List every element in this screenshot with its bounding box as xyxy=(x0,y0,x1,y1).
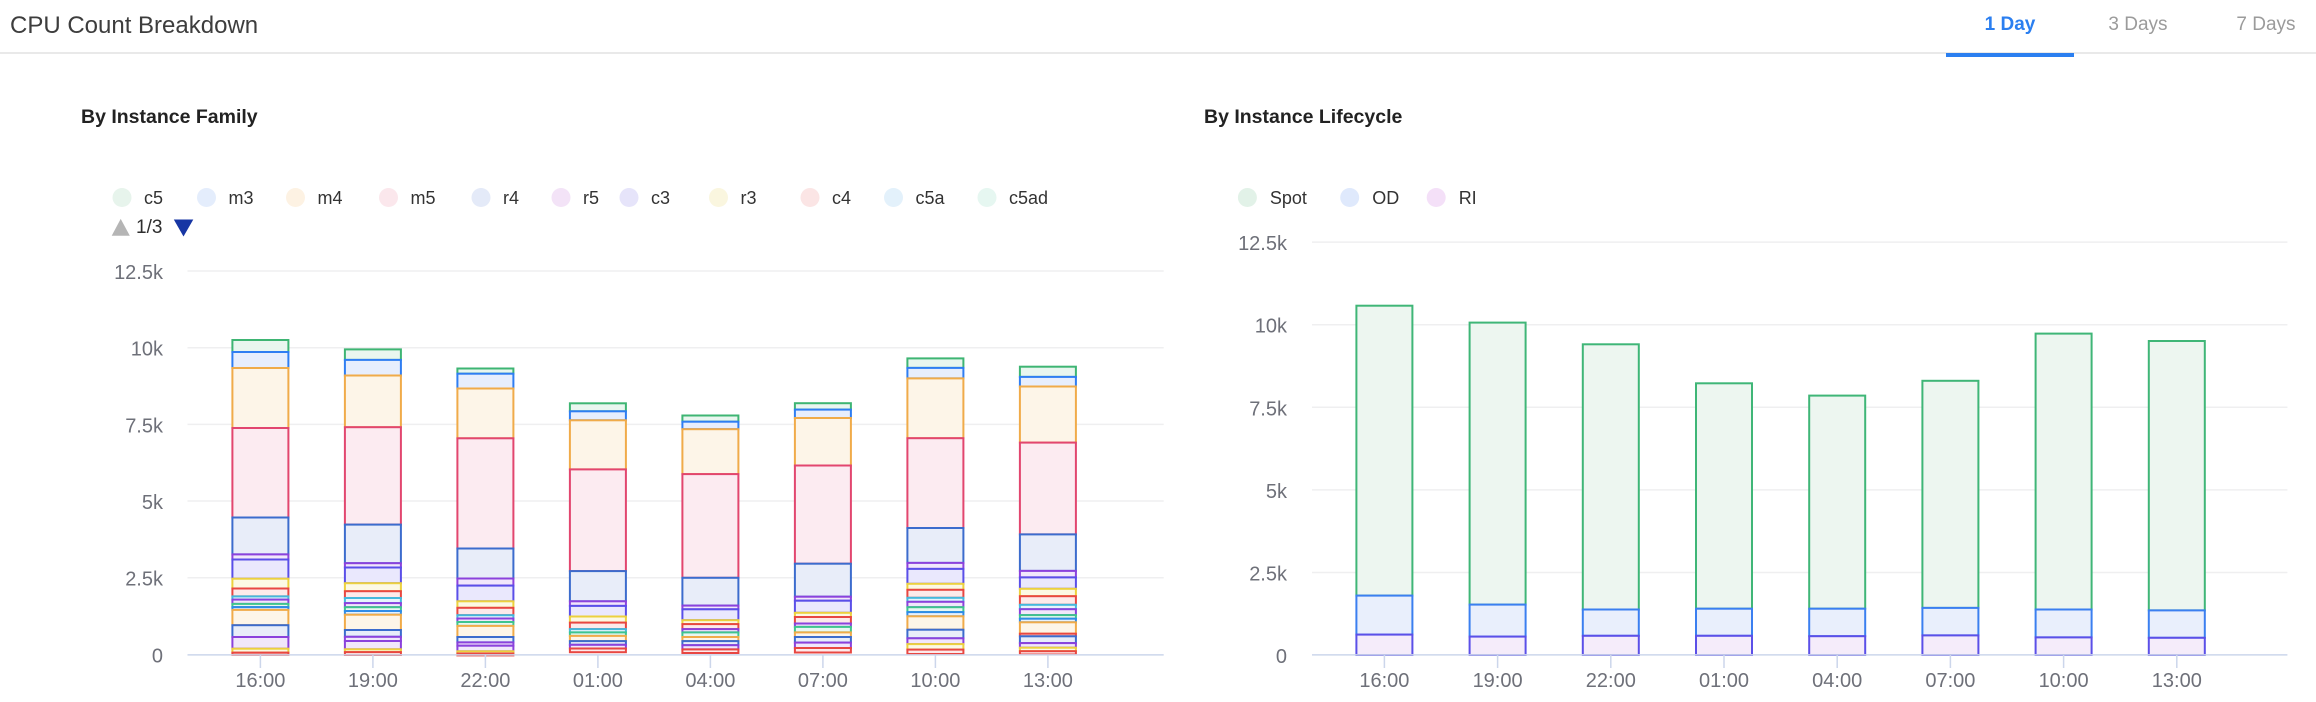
svg-text:c5ad: c5ad xyxy=(1009,188,1048,208)
svg-text:0: 0 xyxy=(152,645,163,667)
svg-text:12.5k: 12.5k xyxy=(114,262,164,284)
svg-text:01:00: 01:00 xyxy=(1699,670,1749,692)
svg-text:19:00: 19:00 xyxy=(348,670,398,692)
svg-text:CPU Count Breakdown: CPU Count Breakdown xyxy=(10,12,258,39)
svg-text:m4: m4 xyxy=(318,188,343,208)
svg-text:7.5k: 7.5k xyxy=(1249,398,1288,420)
svg-text:07:00: 07:00 xyxy=(1925,670,1975,692)
svg-text:13:00: 13:00 xyxy=(2152,670,2202,692)
svg-text:OD: OD xyxy=(1372,188,1399,208)
svg-text:c5a: c5a xyxy=(916,188,946,208)
svg-text:10k: 10k xyxy=(131,339,164,361)
svg-text:0: 0 xyxy=(1276,646,1287,668)
svg-text:m5: m5 xyxy=(411,188,436,208)
svg-text:5k: 5k xyxy=(142,492,164,514)
svg-text:12.5k: 12.5k xyxy=(1238,233,1288,255)
svg-text:19:00: 19:00 xyxy=(1473,670,1523,692)
svg-text:7 Days: 7 Days xyxy=(2236,14,2295,35)
svg-text:10:00: 10:00 xyxy=(2039,670,2089,692)
svg-text:04:00: 04:00 xyxy=(685,670,735,692)
svg-text:r3: r3 xyxy=(741,188,757,208)
svg-text:c4: c4 xyxy=(832,188,851,208)
svg-text:16:00: 16:00 xyxy=(1359,670,1409,692)
svg-text:3 Days: 3 Days xyxy=(2108,14,2167,35)
svg-text:7.5k: 7.5k xyxy=(125,415,164,437)
svg-text:22:00: 22:00 xyxy=(460,670,510,692)
svg-text:m3: m3 xyxy=(229,188,254,208)
svg-text:By Instance Lifecycle: By Instance Lifecycle xyxy=(1204,106,1402,128)
svg-text:16:00: 16:00 xyxy=(235,670,285,692)
svg-text:1 Day: 1 Day xyxy=(1985,14,2036,35)
svg-text:Spot: Spot xyxy=(1270,188,1307,208)
svg-text:By Instance Family: By Instance Family xyxy=(81,106,258,128)
svg-text:RI: RI xyxy=(1459,188,1477,208)
svg-text:04:00: 04:00 xyxy=(1812,670,1862,692)
svg-text:22:00: 22:00 xyxy=(1586,670,1636,692)
svg-text:2.5k: 2.5k xyxy=(125,569,164,591)
svg-text:10k: 10k xyxy=(1255,316,1288,338)
svg-text:r5: r5 xyxy=(583,188,599,208)
svg-text:07:00: 07:00 xyxy=(798,670,848,692)
svg-text:2.5k: 2.5k xyxy=(1249,564,1288,586)
svg-text:5k: 5k xyxy=(1266,481,1288,503)
svg-text:10:00: 10:00 xyxy=(910,670,960,692)
svg-text:13:00: 13:00 xyxy=(1023,670,1073,692)
svg-text:1/3: 1/3 xyxy=(136,217,162,238)
svg-text:01:00: 01:00 xyxy=(573,670,623,692)
svg-text:r4: r4 xyxy=(503,188,519,208)
svg-text:c3: c3 xyxy=(651,188,670,208)
svg-text:c5: c5 xyxy=(144,188,163,208)
